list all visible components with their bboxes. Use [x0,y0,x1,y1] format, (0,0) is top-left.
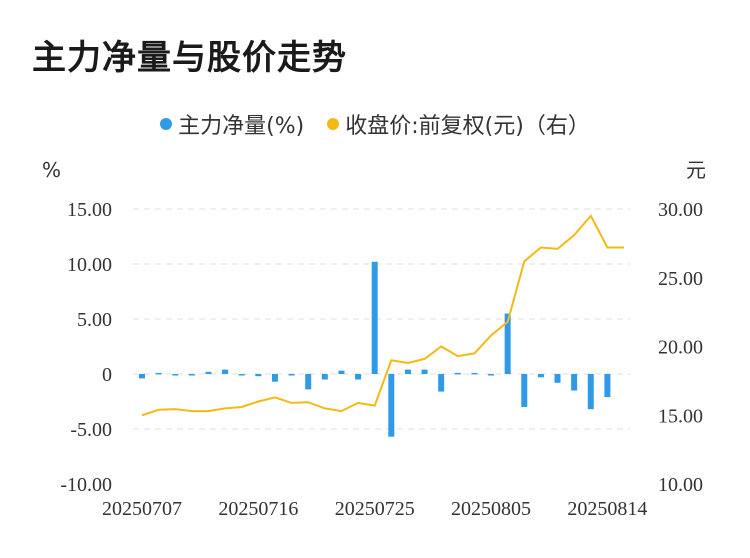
right-tick-label: 25.00 [658,268,703,290]
net-volume-bar [554,374,561,383]
x-tick-label: 20250725 [335,498,415,520]
left-tick-label: 5.00 [77,309,112,331]
net-volume-bar [321,374,328,380]
x-tick-label: 20250707 [102,498,182,520]
net-volume-bar [438,374,445,392]
net-volume-bar [521,374,528,407]
legend-dot-bar [160,118,173,130]
net-volume-bar [205,371,212,374]
net-volume-bar [139,374,145,379]
legend-item-net-volume[interactable]: 主力净量(%) [160,108,304,140]
net-volume-bar [454,372,461,375]
right-tick-label: 20.00 [658,337,703,359]
net-volume-bar [238,374,245,376]
net-volume-bar [537,374,544,378]
net-volume-bar [355,374,362,380]
net-volume-bar [587,374,594,410]
legend-item-close-price[interactable]: 收盘价:前复权(元)（右） [327,108,590,140]
right-axis-unit: 元 [686,158,706,182]
left-tick-label: 0 [102,364,112,386]
left-tick-label: -10.00 [60,474,112,496]
net-volume-bar [305,374,312,390]
left-tick-label: -5.00 [70,419,112,441]
left-tick-label: 15.00 [67,199,112,221]
net-volume-bar [338,370,345,374]
net-volume-bar [571,374,578,391]
net-volume-bar [288,374,295,376]
net-volume-bar [604,374,611,398]
net-volume-bar [504,313,511,374]
net-volume-bar [421,369,428,374]
legend-label-close-price: 收盘价:前复权(元)（右） [345,114,590,139]
net-volume-bar [471,372,478,375]
x-tick-label: 20250716 [218,498,298,520]
net-volume-bar [404,369,411,374]
net-volume-bar [271,374,278,382]
net-volume-bar [172,374,179,376]
net-volume-bar [488,374,495,376]
left-tick-label: 10.00 [67,254,112,276]
net-volume-bar [371,261,378,374]
right-tick-label: 15.00 [658,405,703,427]
chart-title: 主力净量与股价走势 [32,38,347,78]
right-tick-label: 10.00 [658,474,703,496]
legend: 主力净量(%) 收盘价:前复权(元)（右） [0,108,750,140]
net-volume-bar [222,369,229,374]
legend-label-net-volume: 主力净量(%) [178,114,305,139]
net-volume-bar [388,374,395,437]
x-tick-label: 20250805 [451,498,531,520]
net-volume-bar [155,372,162,375]
net-volume-bar [255,374,262,377]
x-tick-label: 20250814 [567,498,647,520]
price-line [141,214,624,417]
left-axis-unit: % [42,158,61,182]
right-tick-label: 30.00 [658,199,703,221]
legend-dot-line [327,118,340,130]
net-volume-bar [188,374,195,376]
